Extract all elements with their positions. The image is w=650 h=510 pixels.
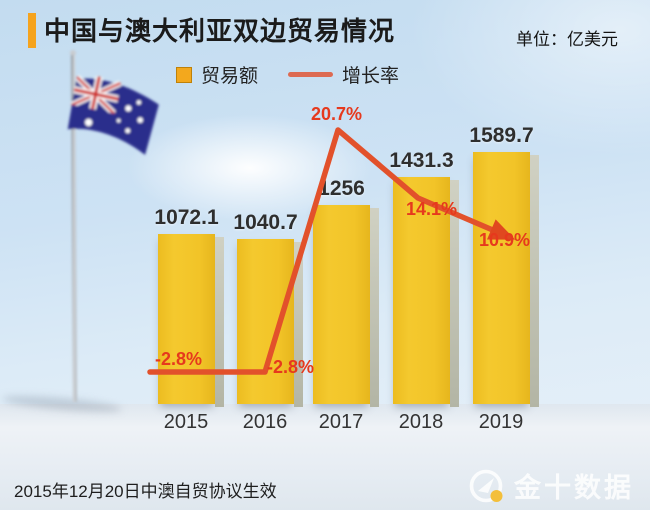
page-title: 中国与澳大利亚双边贸易情况 [44,16,396,46]
bar-2015: 1072.1 [154,206,224,407]
growth-label-2015: -2.8% [155,349,203,369]
flagpole [71,54,77,403]
growth-label-2016: -2.8% [267,357,315,377]
axis-label-2017: 2017 [318,411,364,433]
legend: 贸易额 增长率 [176,61,399,88]
growth-label-2018: 14.1% [406,199,458,219]
axis-label-2016: 2016 [242,411,288,433]
growth-rate-line-icon [288,72,334,77]
axis-label-2015: 2015 [163,411,209,433]
brand-logo-icon [469,469,503,502]
commonwealth-star [85,118,93,127]
unit-label: 单位：亿美元 [516,30,618,49]
trade-volume-swatch-icon [176,66,192,83]
legend-growth-rate-label: 增长率 [342,66,400,87]
flagpole-finial [70,50,76,56]
bar-2019-face [473,152,539,407]
bar-value-label: 1040.7 [233,211,298,234]
bar-2018: 1431.3 [389,149,459,407]
bar-value-label: 1431.3 [389,149,454,172]
flag-cloth [67,74,159,155]
axis-label-2018: 2018 [398,411,444,433]
bar-2017: 1256 [313,177,379,407]
growth-label-2017: 20.7% [311,104,363,124]
legend-trade-volume-label: 贸易额 [201,66,259,87]
bar-2016-face [237,239,303,407]
bar-value-label: 1589.7 [469,124,534,147]
bar-2019: 1589.7 [469,124,539,407]
footnote: 2015年12月20日中澳自贸协议生效 [14,482,277,501]
bar-2017-face [313,205,379,407]
axis-label-2019: 2019 [478,411,524,433]
growth-label-2019: 10.9% [479,230,531,250]
union-jack [70,74,122,114]
bar-value-label: 1072.1 [154,206,219,229]
ground-plane [0,404,650,510]
bar-value-label: 1256 [318,177,365,200]
southern-cross-stars [116,100,143,134]
brand-name: 金十数据 [514,473,634,503]
title-accent-bar [28,13,36,48]
brand-logo: 金十数据 [468,466,634,505]
bar-2015-face [158,234,224,407]
